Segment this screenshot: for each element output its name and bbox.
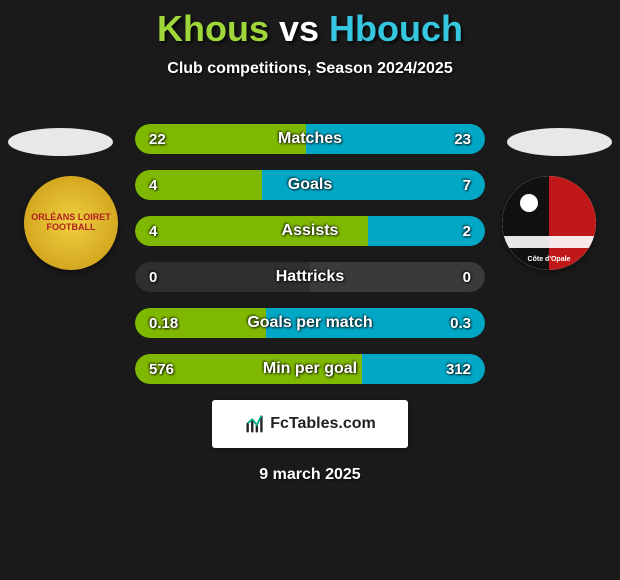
stat-row: 42Assists (135, 216, 485, 246)
team-badge-right-label: Côte d'Opale (502, 256, 596, 264)
player-silhouette-right (507, 128, 612, 156)
comparison-area: ORLÉANS LOIRET FOOTBALL Côte d'Opale 222… (0, 96, 620, 484)
date-text: 9 march 2025 (0, 466, 620, 484)
brand-icon (244, 413, 266, 435)
player-silhouette-left (8, 128, 113, 156)
title-player1: Khous (157, 8, 269, 49)
stat-fill-right (368, 216, 485, 246)
title-vs: vs (279, 8, 319, 49)
stat-fill-right (362, 354, 485, 384)
stat-fill-left (135, 354, 362, 384)
stat-fill-left (135, 216, 368, 246)
stat-fill-left (135, 308, 266, 338)
brand-text: FcTables.com (270, 415, 376, 433)
team-badge-right: Côte d'Opale (502, 176, 596, 270)
stat-row: 47Goals (135, 170, 485, 200)
stat-row: 0.180.3Goals per match (135, 308, 485, 338)
stat-bars: 2223Matches 47Goals 42Assists 00Hattricks 0.… (135, 96, 485, 384)
stat-fill-right (266, 308, 485, 338)
title-player2: Hbouch (329, 8, 463, 49)
stat-row: 00Hattricks (135, 262, 485, 292)
stat-fill-right (306, 124, 485, 154)
stat-row: 576312Min per goal (135, 354, 485, 384)
stat-fill-right (262, 170, 485, 200)
stat-fill-left (135, 170, 262, 200)
team-badge-left: ORLÉANS LOIRET FOOTBALL (24, 176, 118, 270)
stat-row: 2223Matches (135, 124, 485, 154)
subtitle: Club competitions, Season 2024/2025 (0, 60, 620, 78)
brand-badge: FcTables.com (212, 400, 408, 448)
page-title: Khous vs Hbouch (0, 0, 620, 50)
team-badge-left-label: ORLÉANS LOIRET FOOTBALL (24, 207, 118, 239)
stat-fill-left (135, 124, 306, 154)
